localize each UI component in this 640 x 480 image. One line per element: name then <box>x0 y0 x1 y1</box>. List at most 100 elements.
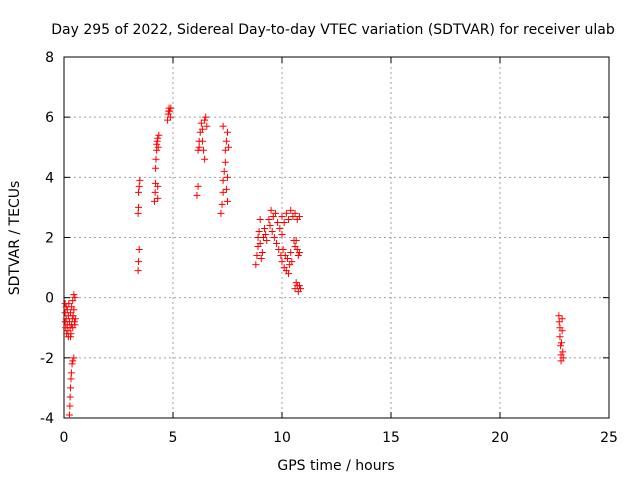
data-point <box>150 197 158 205</box>
data-point <box>67 333 75 341</box>
data-point <box>274 218 282 226</box>
x-tick-label: 15 <box>382 430 400 446</box>
x-tick-label: 25 <box>600 430 618 446</box>
data-point <box>67 384 75 392</box>
data-point <box>135 182 143 190</box>
data-point <box>559 348 567 356</box>
data-point <box>258 249 266 257</box>
data-point <box>70 354 78 362</box>
data-point <box>152 164 160 172</box>
data-point <box>266 221 274 229</box>
data-point <box>218 200 226 208</box>
x-tick-label: 0 <box>60 430 69 446</box>
data-point <box>151 188 159 196</box>
data-point <box>257 255 265 263</box>
data-point <box>557 342 565 350</box>
data-point <box>295 249 303 257</box>
y-tick-label: 4 <box>45 170 54 186</box>
y-tick-label: 6 <box>45 110 54 126</box>
data-point <box>224 197 231 205</box>
data-point <box>292 237 300 245</box>
data-point <box>270 234 278 241</box>
x-tick-label: 5 <box>169 430 178 446</box>
data-point <box>135 188 143 196</box>
data-point <box>203 122 211 130</box>
data-point <box>291 209 299 217</box>
data-point <box>280 218 288 226</box>
y-tick-label: 0 <box>45 291 54 307</box>
data-point <box>201 116 209 124</box>
data-point <box>288 258 296 266</box>
data-point <box>193 191 201 199</box>
y-tick-label: -2 <box>40 351 54 367</box>
data-point <box>200 146 208 154</box>
data-point <box>558 327 566 335</box>
data-point <box>164 116 172 124</box>
data-point <box>71 321 79 329</box>
data-point <box>136 176 144 184</box>
data-point <box>195 143 203 151</box>
data-point <box>153 140 161 148</box>
data-point <box>295 282 303 290</box>
data-point <box>154 182 162 190</box>
data-point <box>155 131 163 139</box>
data-point <box>219 176 227 184</box>
data-point <box>294 252 302 260</box>
data-point <box>267 206 275 214</box>
data-point <box>222 137 230 145</box>
data-point <box>154 134 162 142</box>
data-point <box>221 146 229 154</box>
y-tick-label: -4 <box>40 411 54 427</box>
data-point <box>268 227 276 235</box>
data-point <box>167 104 175 112</box>
data-point <box>557 339 565 347</box>
data-point <box>261 224 269 232</box>
axis-ticks: 0 5 10 15 20 25 -4 -2 0 2 4 6 8 <box>40 50 618 446</box>
data-point <box>66 402 74 410</box>
data-point <box>285 215 293 223</box>
data-point <box>255 227 263 235</box>
data-point <box>276 224 284 232</box>
data-point <box>256 215 264 223</box>
data-point <box>555 312 563 320</box>
data-point <box>70 306 78 314</box>
data-point <box>273 240 281 248</box>
data-point <box>69 357 77 365</box>
data-point <box>558 315 566 323</box>
data-point <box>219 188 227 196</box>
data-point <box>154 143 162 151</box>
data-point <box>224 173 231 181</box>
data-point <box>71 294 79 302</box>
data-point <box>67 375 75 383</box>
data-point <box>221 158 229 166</box>
data-point <box>271 209 279 217</box>
data-point <box>67 369 75 377</box>
x-axis-label: GPS time / hours <box>277 458 394 474</box>
data-point <box>166 113 174 121</box>
data-point <box>70 291 78 299</box>
data-point <box>278 258 286 266</box>
data-point <box>134 267 142 275</box>
data-point <box>135 246 143 254</box>
x-tick-label: 20 <box>491 430 509 446</box>
data-point <box>219 122 227 130</box>
data-point <box>295 212 303 220</box>
data-point <box>68 360 76 368</box>
data-point <box>262 230 270 238</box>
data-point <box>65 300 73 308</box>
grid-lines <box>64 57 609 418</box>
data-point <box>135 258 143 266</box>
data-point <box>287 249 295 257</box>
data-point <box>278 212 286 220</box>
data-point <box>134 209 142 217</box>
data-point <box>225 143 233 151</box>
data-marks <box>61 104 567 419</box>
data-point <box>153 146 161 154</box>
data-point <box>198 137 206 145</box>
data-point <box>256 240 264 248</box>
data-point <box>194 182 202 190</box>
y-tick-label: 8 <box>45 50 54 66</box>
data-point <box>556 333 564 341</box>
data-point <box>198 125 206 133</box>
